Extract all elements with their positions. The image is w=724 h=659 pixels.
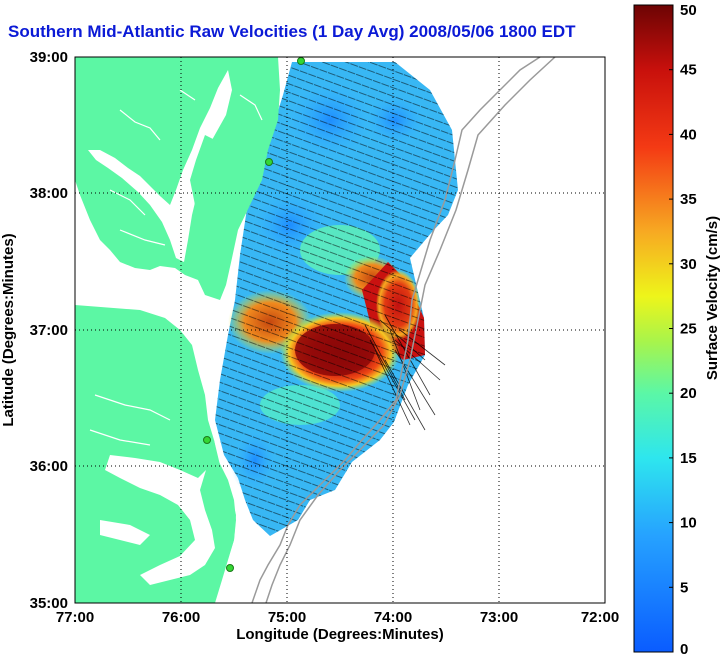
- station-marker: [226, 564, 234, 572]
- plot-frame: [74, 56, 606, 604]
- albemarle-sound: [105, 455, 215, 585]
- velocity-vectors: [215, 62, 458, 536]
- colorbar-tick-label: 20: [680, 385, 697, 402]
- station-marker: [297, 57, 305, 65]
- station-marker: [203, 436, 211, 444]
- land-delmarva: [75, 57, 280, 300]
- colorbar-tick-label: 5: [680, 579, 688, 596]
- y-tick-label: 36:00: [30, 458, 68, 475]
- colorbar: 0 5 10 15 20 25 30 35 40 45 50 Surface Velocity (c…: [633, 2, 721, 658]
- grid-lines: [75, 57, 605, 603]
- colorbar-tick-label: 40: [680, 126, 697, 143]
- colorbar-label: Surface Velocity (cm/s): [704, 216, 721, 380]
- colorbar-tick-label: 30: [680, 256, 697, 273]
- x-axis-label: Longitude (Degrees:Minutes): [236, 626, 444, 643]
- radar-stations: [203, 57, 305, 572]
- y-axis-label: Latitude (Degrees:Minutes): [0, 233, 17, 426]
- colorbar-tick-label: 15: [680, 450, 697, 467]
- vector-cluster: [364, 314, 446, 431]
- station-marker: [265, 158, 273, 166]
- x-tick-label: 72:00: [581, 609, 619, 626]
- isobaths: [251, 57, 556, 603]
- land: [75, 57, 280, 603]
- velocity-field: [215, 62, 458, 536]
- x-tick-label: 75:00: [268, 609, 306, 626]
- colorbar-tick-label: 45: [680, 62, 697, 79]
- x-tick-label: 74:00: [374, 609, 412, 626]
- colorbar-tick-label: 25: [680, 321, 697, 338]
- colorbar-tick-label: 35: [680, 191, 697, 208]
- x-tick-label: 77:00: [56, 609, 94, 626]
- y-tick-label: 39:00: [30, 49, 68, 66]
- map-plot-area: [74, 56, 606, 604]
- y-tick-label: 38:00: [30, 185, 68, 202]
- x-tick-label: 73:00: [480, 609, 518, 626]
- y-axis: 39:00 38:00 37:00 36:00 35:00 Latitude (…: [0, 49, 68, 612]
- colorbar-scale: [634, 5, 673, 652]
- colorbar-tick-label: 0: [680, 641, 688, 658]
- x-tick-label: 76:00: [162, 609, 200, 626]
- colorbar-tick-label: 10: [680, 515, 697, 532]
- y-tick-label: 35:00: [30, 595, 68, 612]
- x-axis: 77:00 76:00 75:00 74:00 73:00 72:00 Long…: [56, 609, 619, 643]
- map-title: Southern Mid-Atlantic Raw Velocities (1 …: [8, 22, 576, 41]
- colorbar-tick-label: 50: [680, 2, 697, 19]
- y-tick-label: 37:00: [30, 322, 68, 339]
